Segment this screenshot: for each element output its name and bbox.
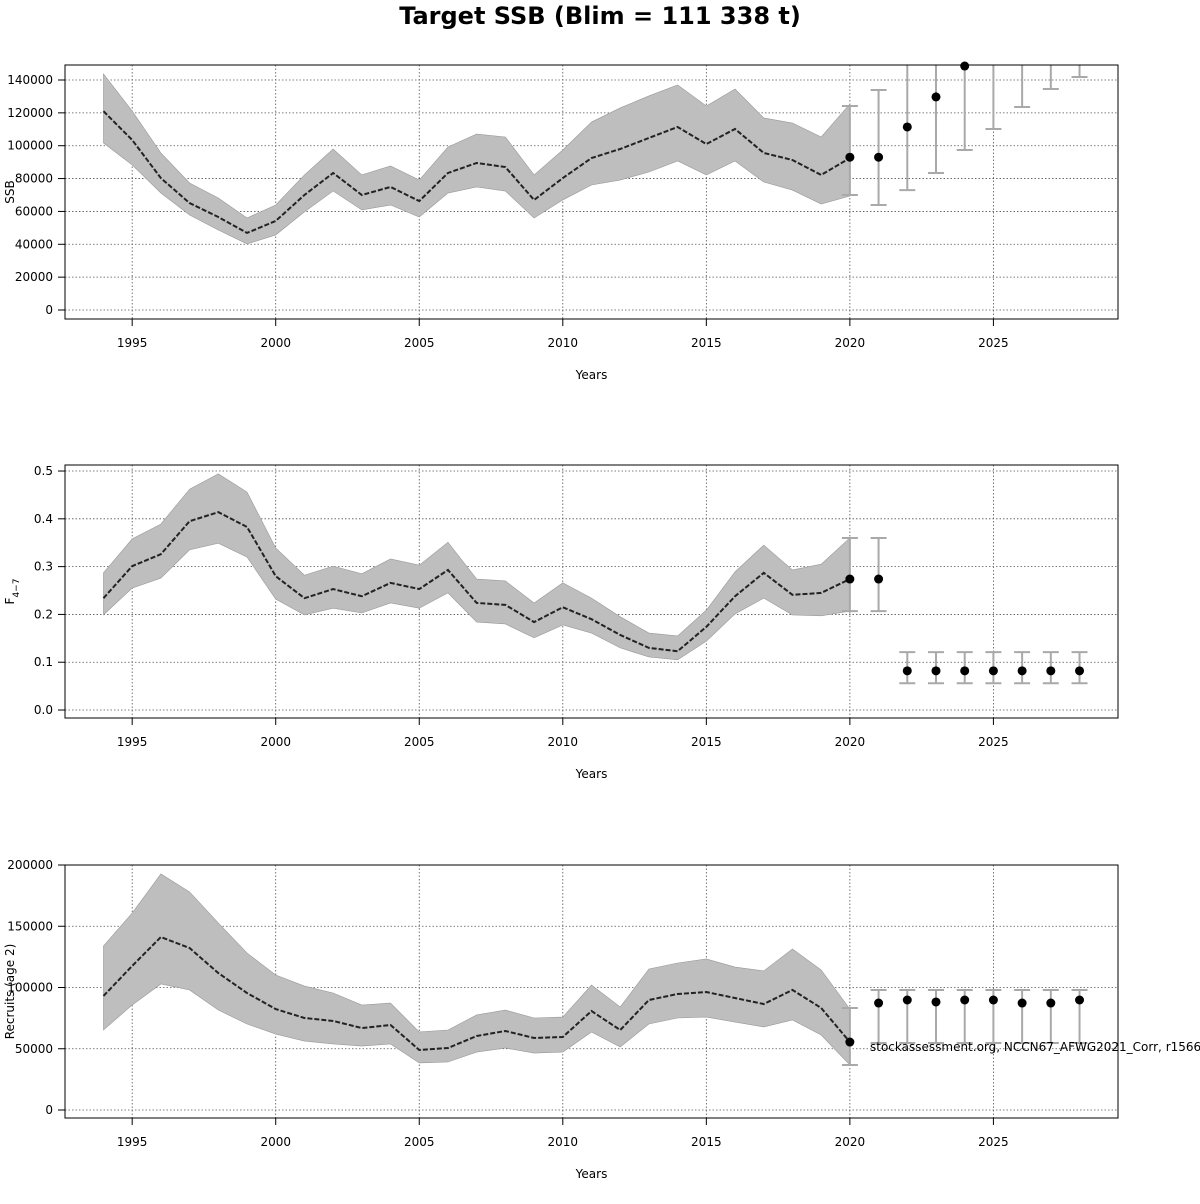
- x-tick-label: 2000: [260, 336, 291, 350]
- forecast-point: [845, 152, 855, 162]
- y-tick-label: 0.2: [34, 607, 53, 621]
- y-tick-label: 120000: [7, 106, 53, 120]
- x-tick-label: 2005: [404, 336, 435, 350]
- forecast-point: [960, 666, 970, 676]
- x-tick-label: 2015: [691, 336, 722, 350]
- x-tick-label: 2000: [260, 735, 291, 749]
- plot-frame: [64, 464, 1119, 719]
- forecast-point: [902, 995, 912, 1005]
- forecast-point: [988, 995, 998, 1005]
- forecast-point: [874, 574, 884, 584]
- annotation: stockassessment.org, NCCN67_AFWG2021_Cor…: [870, 1040, 1200, 1054]
- y-tick-label: 0.1: [34, 655, 53, 669]
- plot-frame: [64, 864, 1119, 1119]
- forecast-point: [960, 61, 970, 71]
- x-tick-label: 1995: [117, 336, 148, 350]
- chart-title: Target SSB (Blim = 111 338 t): [399, 2, 801, 30]
- x-tick-label: 1995: [117, 735, 148, 749]
- x-tick-label: 1995: [117, 1135, 148, 1149]
- y-tick-label: 40000: [15, 237, 53, 251]
- forecast-point: [845, 1037, 855, 1047]
- x-tick-label: 2005: [404, 1135, 435, 1149]
- y-axis-label-main: Recruits (age 2): [3, 944, 17, 1040]
- x-axis-label: Years: [575, 1167, 608, 1181]
- x-tick-label: 2020: [835, 735, 866, 749]
- y-tick-label: 200000: [7, 858, 53, 872]
- y-tick-label: 0.5: [34, 464, 53, 478]
- y-tick-label: 60000: [15, 204, 53, 218]
- forecast-point: [931, 997, 941, 1007]
- y-tick-label: 0.4: [34, 512, 53, 526]
- forecast-point: [1017, 666, 1027, 676]
- forecast-point: [902, 666, 912, 676]
- forecast-point: [1017, 998, 1027, 1008]
- y-tick-label: 0: [45, 1103, 53, 1117]
- forecast-point: [845, 574, 855, 584]
- y-tick-label: 140000: [7, 73, 53, 87]
- y-axis-label-main: F: [3, 597, 17, 604]
- y-tick-label: 0.3: [34, 560, 53, 574]
- y-tick-label: 100000: [7, 139, 53, 153]
- x-tick-label: 2010: [548, 1135, 579, 1149]
- forecast-point: [874, 998, 884, 1008]
- x-tick-label: 2025: [978, 1135, 1009, 1149]
- y-axis-label-main: SSB: [3, 180, 17, 203]
- y-tick-label: 80000: [15, 172, 53, 186]
- x-tick-label: 2000: [260, 1135, 291, 1149]
- forecast-point: [902, 122, 912, 132]
- y-tick-label: 0: [45, 303, 53, 317]
- y-axis-label-subscript: 4−7: [12, 579, 22, 598]
- y-axis-label: Recruits (age 2): [3, 944, 17, 1040]
- forecast-point: [988, 666, 998, 676]
- y-tick-label: 20000: [15, 270, 53, 284]
- forecast-point: [931, 666, 941, 676]
- y-axis-label: F4−7: [3, 579, 22, 605]
- forecast-point: [931, 92, 941, 102]
- forecast-point: [1046, 998, 1056, 1008]
- estimate-line: [102, 511, 851, 653]
- estimate-line: [102, 935, 851, 1052]
- forecast-point: [874, 152, 884, 162]
- forecast-point: [960, 995, 970, 1005]
- x-tick-label: 2010: [548, 735, 579, 749]
- x-tick-label: 2025: [978, 735, 1009, 749]
- x-tick-label: 2005: [404, 735, 435, 749]
- x-tick-label: 2020: [835, 1135, 866, 1149]
- x-tick-label: 2025: [978, 336, 1009, 350]
- x-tick-label: 2020: [835, 336, 866, 350]
- plot-frame: [64, 64, 1119, 320]
- y-tick-label: 150000: [7, 919, 53, 933]
- x-axis-label: Years: [575, 368, 608, 382]
- estimate-line: [102, 110, 851, 235]
- forecast-point: [1075, 995, 1085, 1005]
- x-tick-label: 2015: [691, 735, 722, 749]
- forecast-point: [1075, 666, 1085, 676]
- y-tick-label: 50000: [15, 1042, 53, 1056]
- x-tick-label: 2010: [548, 336, 579, 350]
- forecast-point: [1046, 666, 1056, 676]
- y-axis-label: SSB: [3, 180, 17, 203]
- x-tick-label: 2015: [691, 1135, 722, 1149]
- y-tick-label: 100000: [7, 981, 53, 995]
- x-axis-label: Years: [575, 767, 608, 781]
- y-tick-label: 0.0: [34, 703, 53, 717]
